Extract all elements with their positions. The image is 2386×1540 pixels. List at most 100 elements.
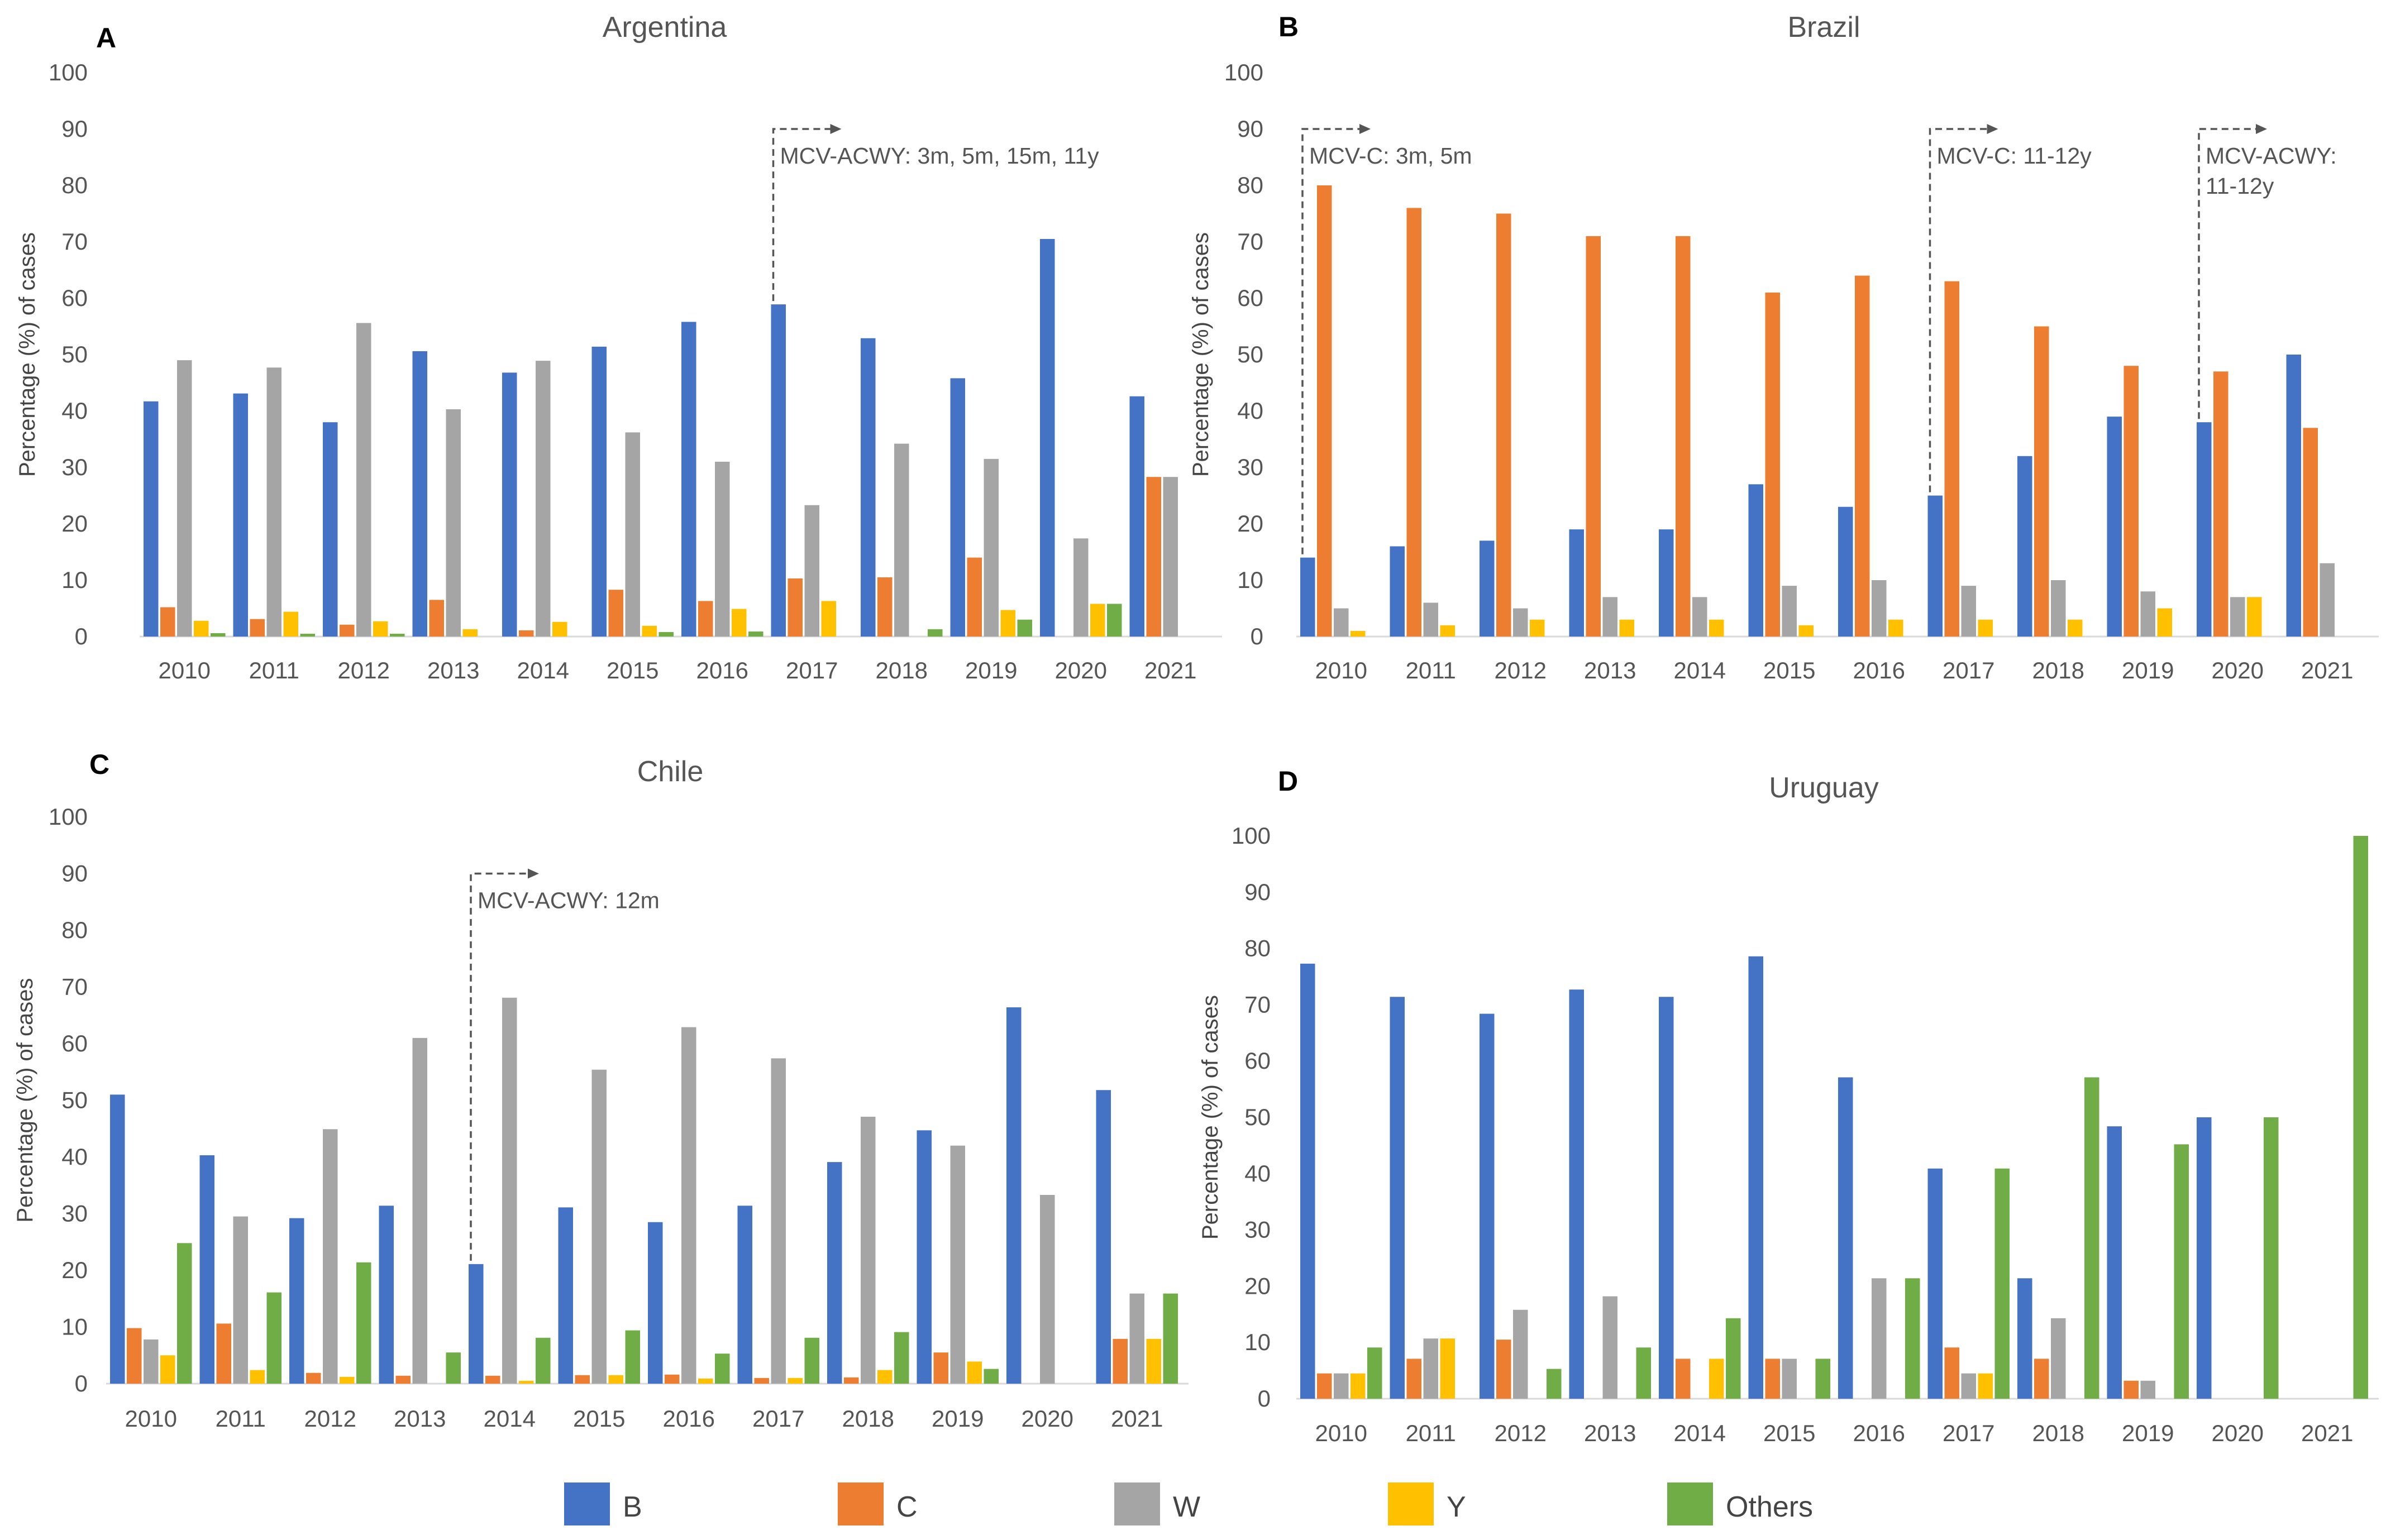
chart-panel-a: A Argentina Percentage (%) of cases 0 10 20 30… [15,11,1222,683]
x-tick-label: 2017 [1943,657,1994,683]
bar-w-2012 [1513,608,1528,637]
y-tick-label: 50 [1244,1104,1271,1130]
bar-c-2015 [575,1375,590,1384]
bar-b-2016 [1838,1077,1853,1399]
bar-w-2021 [1129,1293,1144,1384]
y-tick-label: 30 [61,454,88,480]
bar-b-2015 [558,1207,573,1384]
bar-b-2010 [1300,963,1315,1399]
bar-c-2013 [429,600,444,637]
annotation-arrow [1301,128,1361,554]
chart-title: Brazil [1787,11,1860,44]
bar-others-2016 [715,1354,730,1384]
annotation-text: MCV-ACWY: 3m, 5m, 15m, 11y [780,143,1100,169]
bar-c-2013 [1586,236,1601,637]
y-tick-label: 90 [1244,879,1271,905]
x-tick-label: 2016 [663,1405,715,1432]
bar-others-2018 [2084,1077,2099,1399]
bar-w-2013 [446,409,461,637]
x-tick-label: 2020 [1055,657,1107,683]
bar-others-2011 [300,633,315,637]
x-tick-label: 2011 [1406,1420,1456,1446]
bar-c-2017 [1944,281,1959,637]
panel-letter: D [1278,766,1298,797]
bar-y-2012 [1530,619,1545,637]
bar-c-2015 [608,590,623,637]
y-tick-label: 60 [61,1030,88,1056]
bar-b-2021 [2286,355,2301,637]
bar-y-2011 [1440,1338,1455,1399]
y-tick-label: 30 [1244,1217,1271,1243]
bar-w-2011 [266,367,281,637]
bar-w-2020 [1040,1195,1055,1384]
x-tick-label: 2015 [573,1405,625,1432]
bar-others-2011 [266,1292,281,1384]
bar-y-2019 [967,1361,982,1384]
x-tick-label: 2019 [2122,657,2174,683]
bar-others-2021 [2353,836,2368,1399]
y-tick-label: 10 [61,1314,88,1340]
legend-swatch-others [1667,1482,1713,1525]
annotation-arrow [772,128,832,302]
x-tick-label: 2016 [1853,1420,1905,1446]
y-tick-label: 60 [1244,1048,1271,1074]
bar-b-2016 [648,1222,663,1384]
x-tick-label: 2013 [427,657,479,683]
bar-c-2016 [698,601,713,637]
y-tick-label: 70 [1237,228,1263,255]
bar-w-2018 [894,443,909,637]
bar-others-2010 [211,633,226,637]
bar-c-2010 [160,607,175,637]
bar-w-2010 [1334,1373,1349,1399]
bar-b-2019 [917,1130,932,1384]
bar-y-2017 [1978,619,1993,637]
bar-others-2014 [1726,1318,1741,1399]
bar-others-2016 [748,631,763,637]
y-axis-label: Percentage (%) of cases [15,232,40,477]
x-tick-label: 2021 [2301,1420,2353,1446]
panel-letter: C [89,749,109,780]
bar-w-2017 [1961,586,1976,637]
bar-b-2017 [771,304,786,637]
x-tick-label: 2012 [338,657,390,683]
bar-others-2012 [1547,1369,1562,1399]
bar-c-2012 [306,1372,321,1384]
bar-y-2010 [194,620,209,637]
bar-w-2010 [144,1339,159,1384]
x-tick-label: 2010 [159,657,211,683]
x-tick-label: 2020 [1022,1405,1073,1432]
bar-w-2018 [2051,1318,2066,1399]
bar-w-2019 [2140,591,2155,637]
bar-b-2020 [1040,238,1055,637]
x-tick-label: 2017 [752,1405,804,1432]
bar-w-2013 [1602,597,1617,637]
bar-b-2017 [1927,495,1943,637]
bar-c-2010 [1317,185,1332,637]
bar-b-2018 [827,1162,842,1384]
y-tick-label: 70 [1244,991,1271,1017]
chart-panel-c: C Chile Percentage (%) of cases 0 10 20 30 40 50… [13,749,1189,1432]
x-tick-label: 2015 [607,657,658,683]
bar-y-2019 [1000,610,1015,637]
bar-b-2017 [737,1206,752,1384]
annotation-text: MCV-ACWY: [2206,143,2337,169]
legend-label-others: Others [1726,1491,1813,1523]
bar-b-2013 [412,351,427,637]
bar-c-2015 [1765,292,1780,637]
bar-c-2012 [1496,213,1511,637]
bar-y-2011 [1440,625,1455,637]
y-tick-label: 100 [1224,59,1263,85]
bar-y-2013 [1619,619,1634,637]
bar-b-2013 [379,1206,394,1384]
y-tick-label: 80 [61,172,88,198]
bar-c-2011 [250,619,265,637]
annotation-arrowhead [1359,124,1371,134]
bar-w-2019 [984,458,999,637]
y-axis-label: Percentage (%) of cases [1198,995,1223,1240]
bar-w-2014 [1692,597,1707,637]
bar-b-2011 [233,393,248,637]
bar-c-2012 [340,624,355,637]
bar-b-2018 [2017,456,2032,637]
bar-y-2021 [1146,1338,1161,1384]
y-axis-label: Percentage (%) of cases [1189,232,1213,477]
